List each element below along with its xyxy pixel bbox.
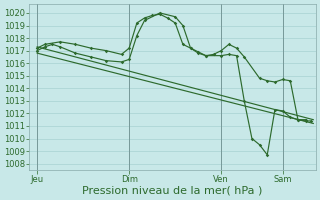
X-axis label: Pression niveau de la mer( hPa ): Pression niveau de la mer( hPa ) bbox=[83, 186, 263, 196]
